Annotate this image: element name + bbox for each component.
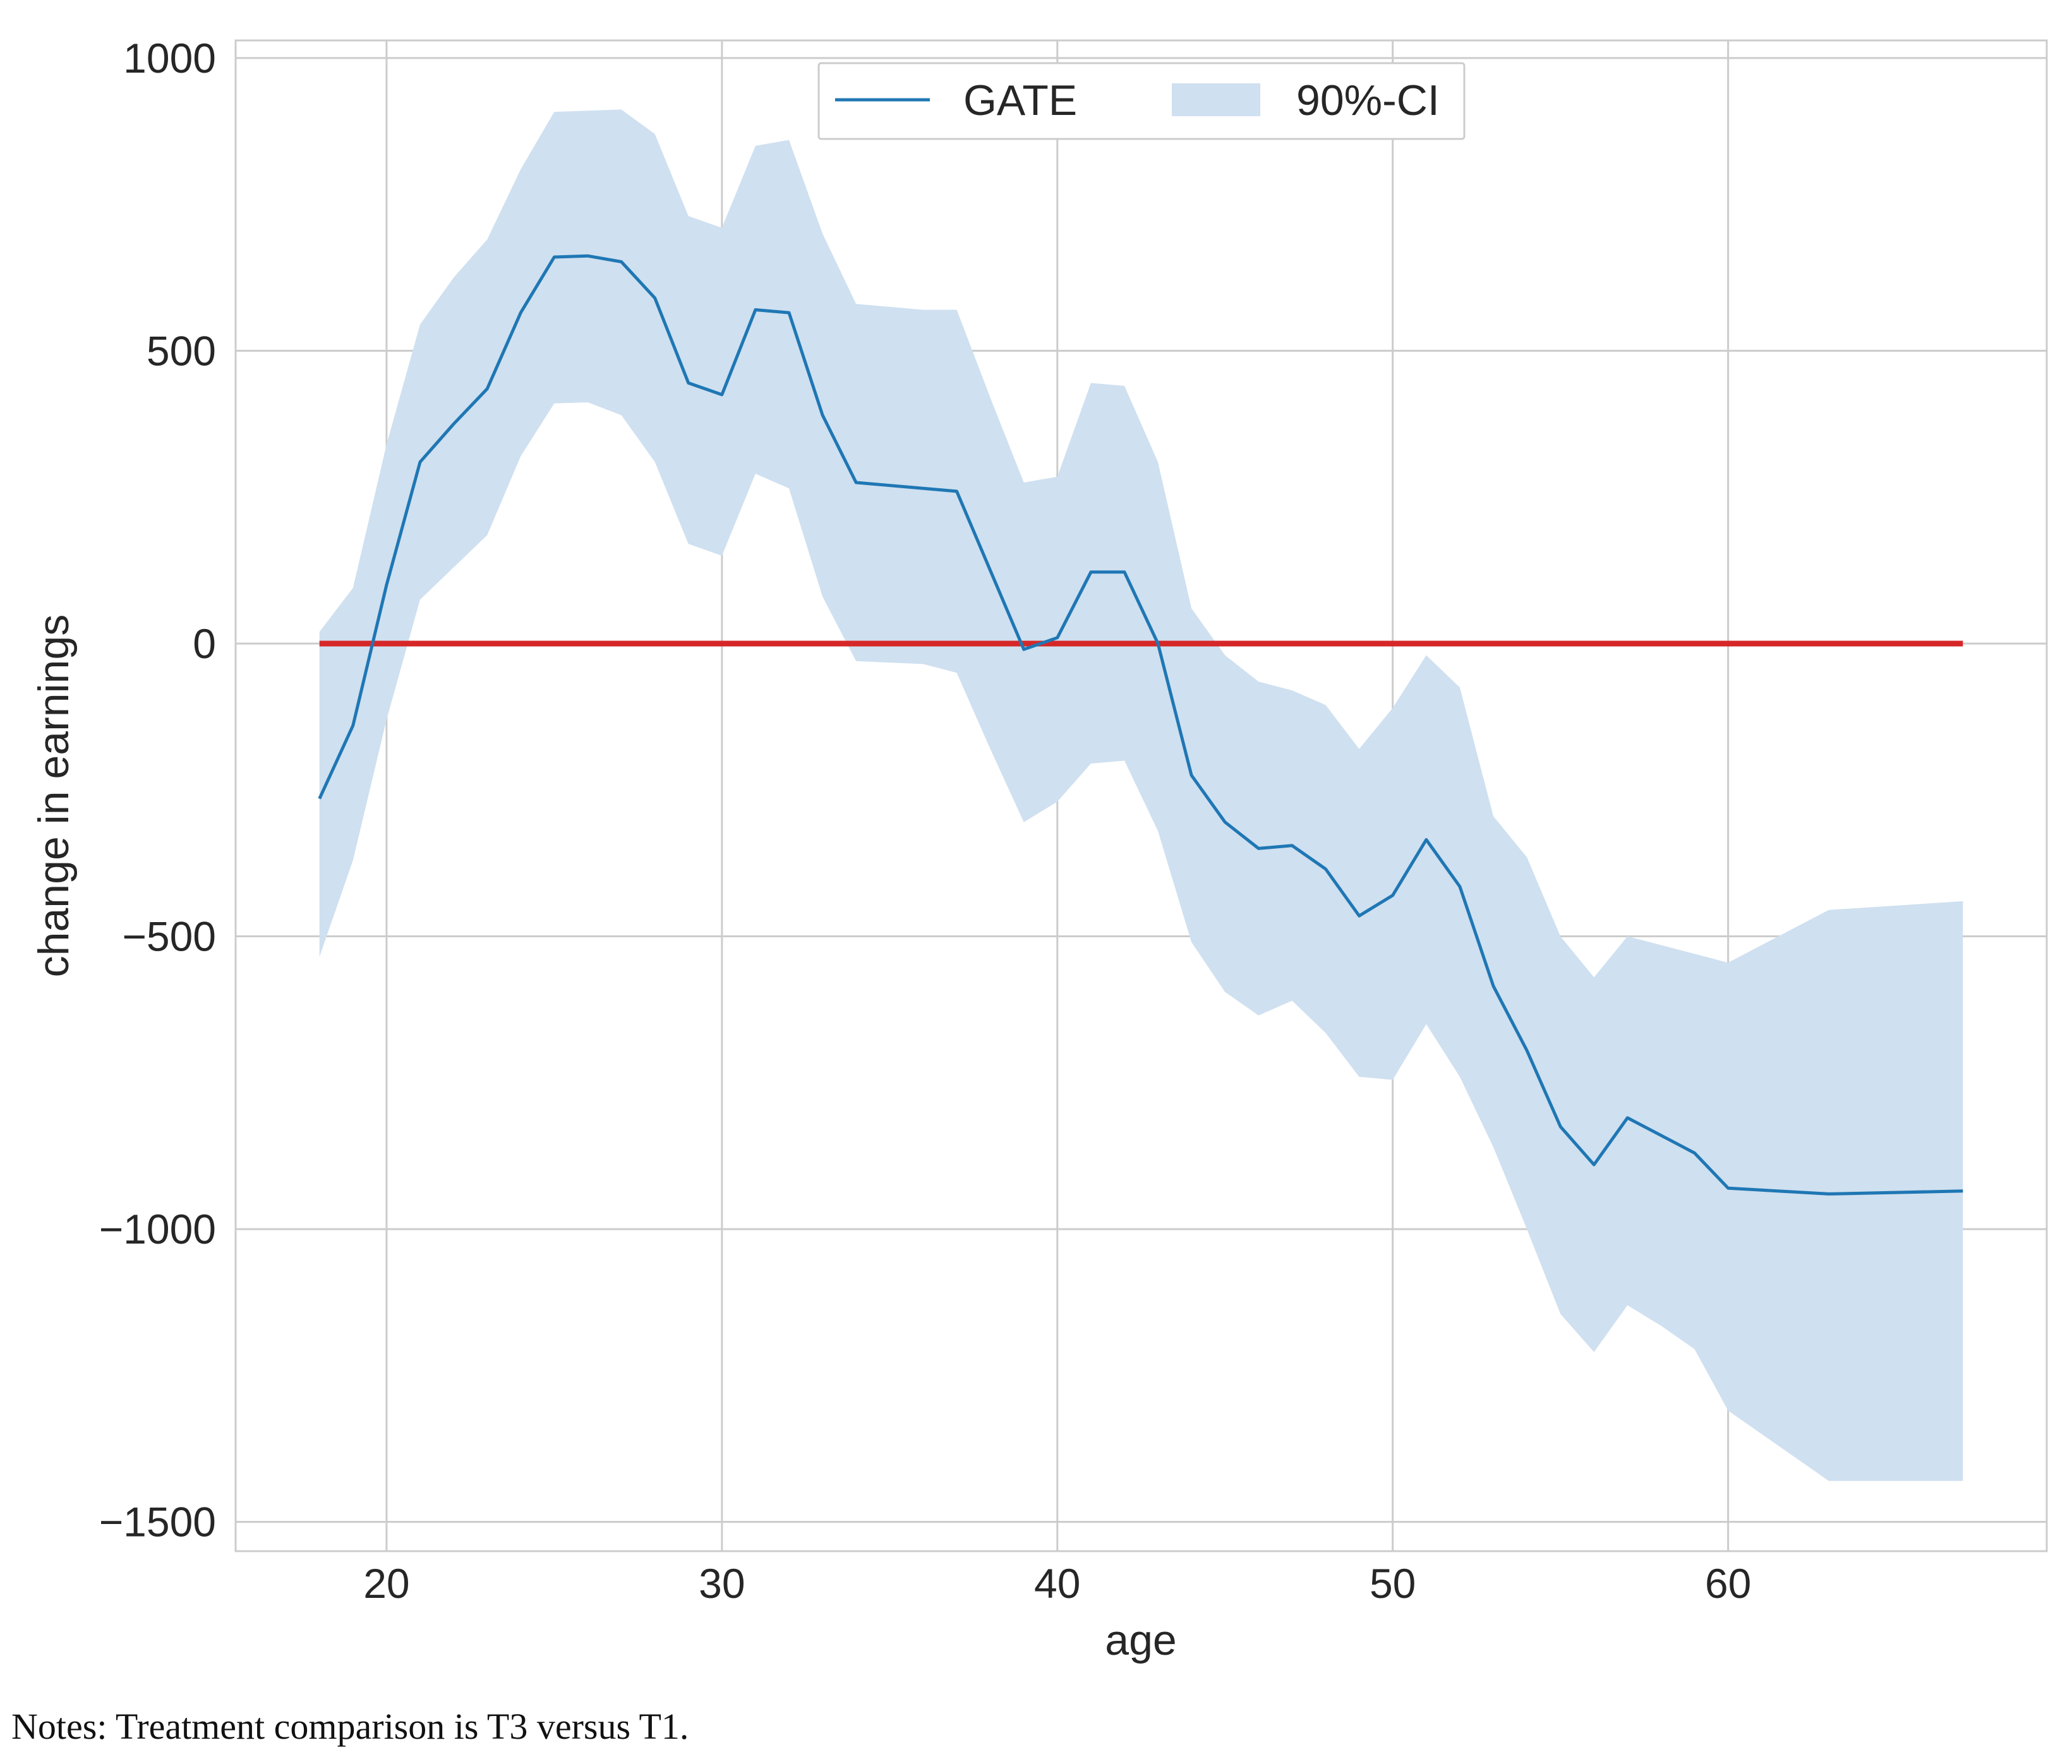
x-tick-label: 30 xyxy=(699,1560,745,1607)
legend: GATE 90%-CI xyxy=(817,62,1466,140)
plot-frame xyxy=(234,39,2048,1552)
y-tick-label: 1000 xyxy=(123,35,216,81)
x-tick-labels: 20 30 40 50 60 xyxy=(363,1560,1751,1607)
x-tick-label: 60 xyxy=(1705,1560,1751,1607)
ci-band xyxy=(319,109,1963,1481)
y-tick-labels: 1000 500 0 −500 −1000 −1500 xyxy=(99,35,216,1545)
gate-line xyxy=(318,254,1963,1196)
chart-notes: Notes: Treatment comparison is T3 versus… xyxy=(11,1706,689,1747)
legend-ci-label: 90%-CI xyxy=(1296,76,1440,124)
y-tick-label: −1000 xyxy=(99,1206,216,1252)
y-tick-label: −500 xyxy=(122,913,216,960)
x-axis-label: age xyxy=(1105,1616,1176,1664)
y-axis-label: change in earnings xyxy=(30,615,78,978)
y-tick-label: −1500 xyxy=(99,1499,216,1545)
x-tick-label: 20 xyxy=(363,1560,409,1607)
x-tick-label: 40 xyxy=(1034,1560,1080,1607)
legend-box xyxy=(817,62,1466,140)
legend-gate-label: GATE xyxy=(963,76,1077,124)
y-tick-label: 0 xyxy=(193,620,216,667)
y-tick-label: 500 xyxy=(147,327,216,374)
gate-chart: 20 30 40 50 60 1000 500 0 −500 −1000 −1500 age ch… xyxy=(30,35,2048,1664)
x-tick-label: 50 xyxy=(1370,1560,1416,1607)
legend-ci-swatch xyxy=(1172,83,1260,116)
